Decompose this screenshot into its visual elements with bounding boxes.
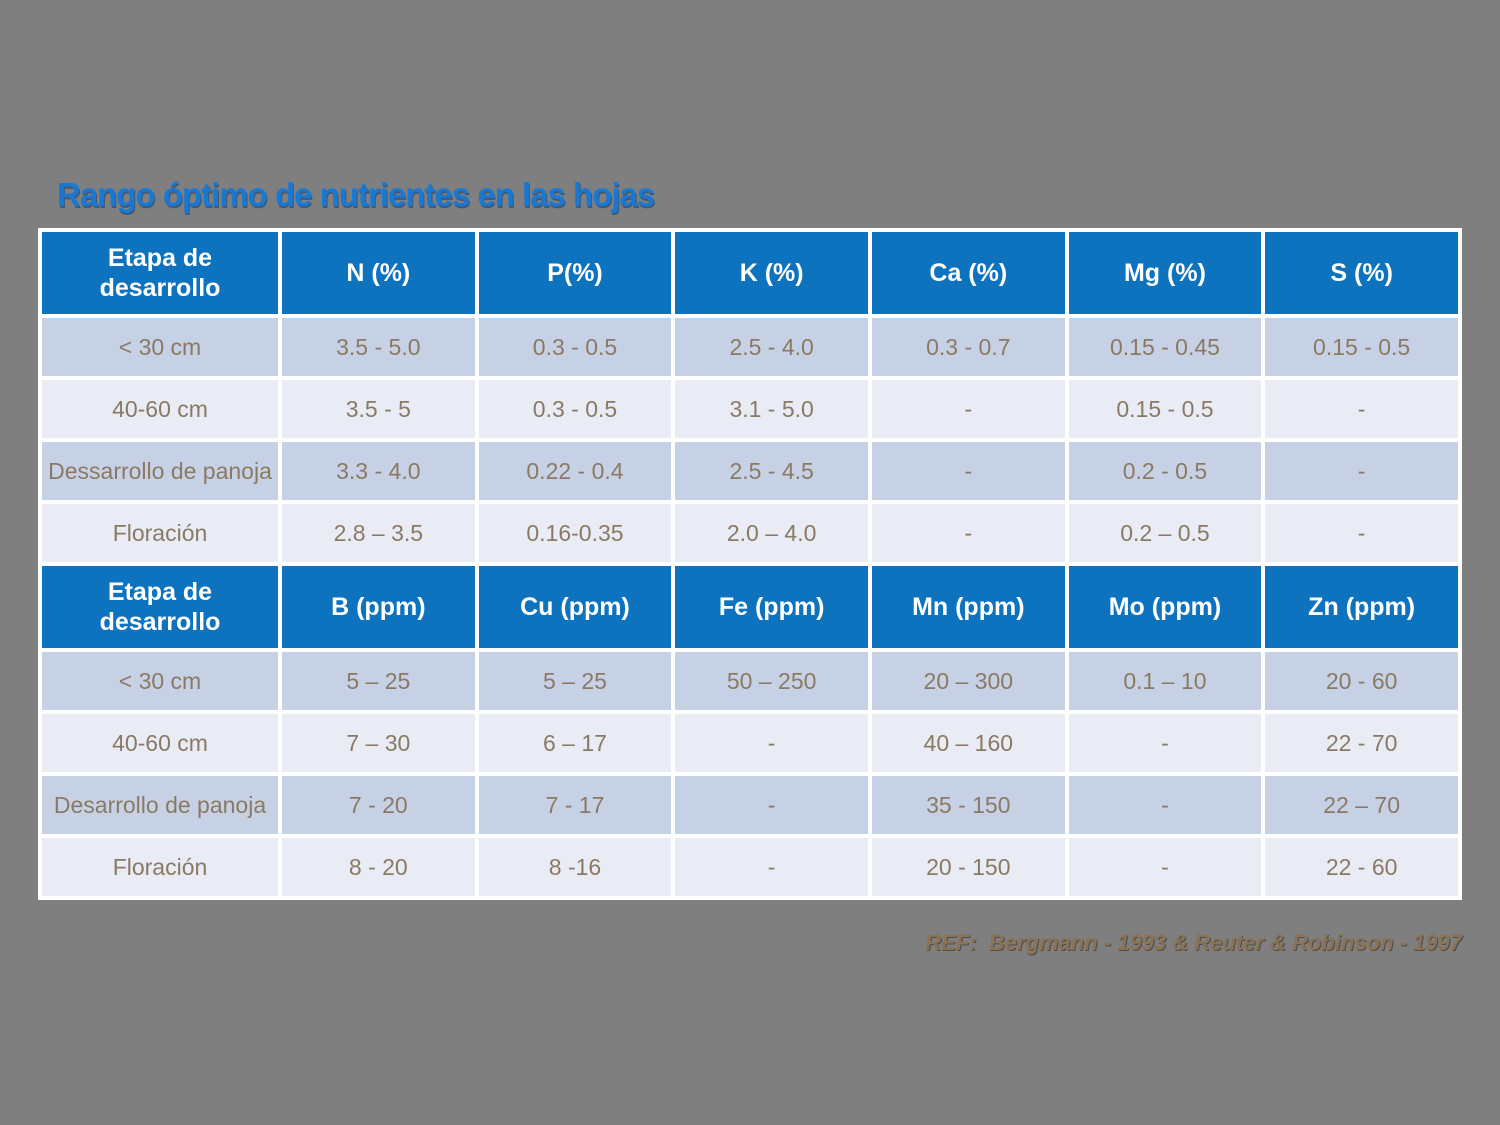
value-cell: -	[1265, 442, 1458, 500]
value-cell: -	[675, 714, 868, 772]
value-cell: 22 – 70	[1265, 776, 1458, 834]
value-cell: 35 - 150	[871, 776, 1065, 834]
value-cell: 6 – 17	[478, 714, 672, 772]
table-header-row-micronutrients-ppm: Etapa de desarrollo B (ppm) Cu (ppm) Fe (pp…	[42, 566, 1458, 648]
row-label-cell: Floración	[42, 838, 278, 896]
row-label-cell: Dessarrollo de panoja	[42, 442, 278, 500]
value-cell: -	[1068, 776, 1262, 834]
column-header: Ca (%)	[871, 232, 1065, 314]
column-header: S (%)	[1265, 232, 1458, 314]
value-cell: 3.5 - 5.0	[282, 318, 475, 376]
value-cell: 0.15 - 0.5	[1068, 380, 1262, 438]
value-cell: 7 - 20	[282, 776, 475, 834]
value-cell: 3.1 - 5.0	[675, 380, 868, 438]
table-row: Dessarrollo de panoja 3.3 - 4.0 0.22 - 0.4…	[42, 442, 1458, 500]
value-cell: 0.3 - 0.7	[871, 318, 1065, 376]
value-cell: -	[1265, 380, 1458, 438]
value-cell: -	[871, 504, 1065, 562]
value-cell: 3.3 - 4.0	[282, 442, 475, 500]
value-cell: 0.15 - 0.45	[1068, 318, 1262, 376]
column-header: Fe (ppm)	[675, 566, 868, 648]
value-cell: 2.5 - 4.5	[675, 442, 868, 500]
value-cell: 7 - 17	[478, 776, 672, 834]
column-header: P(%)	[478, 232, 672, 314]
value-cell: 2.0 – 4.0	[675, 504, 868, 562]
column-header: Etapa de desarrollo	[42, 232, 278, 314]
column-header: Etapa de desarrollo	[42, 566, 278, 648]
nutrient-ranges-table: Etapa de desarrollo N (%) P(%) K (%) Ca (%) M…	[38, 228, 1462, 900]
value-cell: -	[871, 442, 1065, 500]
value-cell: 0.3 - 0.5	[478, 380, 672, 438]
table-row: Floración 8 - 20 8 -16-20 - 150-22 - 60	[42, 838, 1458, 896]
column-header: B (ppm)	[282, 566, 475, 648]
column-header: Cu (ppm)	[478, 566, 672, 648]
value-cell: 8 -16	[478, 838, 672, 896]
value-cell: 7 – 30	[282, 714, 475, 772]
value-cell: 22 - 60	[1265, 838, 1458, 896]
value-cell: -	[871, 380, 1065, 438]
column-header: Mn (ppm)	[871, 566, 1065, 648]
row-label-cell: Desarrollo de panoja	[42, 776, 278, 834]
value-cell: 0.2 - 0.5	[1068, 442, 1262, 500]
value-cell: 20 - 60	[1265, 652, 1458, 710]
value-cell: 5 – 25	[478, 652, 672, 710]
value-cell: -	[675, 838, 868, 896]
value-cell: 40 – 160	[871, 714, 1065, 772]
value-cell: -	[1068, 838, 1262, 896]
table-row: < 30 cm 5 – 25 5 – 25 50 – 250 20 – 300 0.1 –…	[42, 652, 1458, 710]
table-row: < 30 cm 3.5 - 5.0 0.3 - 0.5 2.5 - 4.0 0.3 - …	[42, 318, 1458, 376]
row-label-cell: 40-60 cm	[42, 714, 278, 772]
value-cell: 0.1 – 10	[1068, 652, 1262, 710]
value-cell: 0.15 - 0.5	[1265, 318, 1458, 376]
page-title: Rango óptimo de nutrientes en las hojas	[57, 176, 655, 213]
table-header-row-macronutrients-percent: Etapa de desarrollo N (%) P(%) K (%) Ca (%) M…	[42, 232, 1458, 314]
value-cell: 2.8 – 3.5	[282, 504, 475, 562]
column-header: Mg (%)	[1068, 232, 1262, 314]
column-header: Zn (ppm)	[1265, 566, 1458, 648]
column-header: K (%)	[675, 232, 868, 314]
row-label-cell: Floración	[42, 504, 278, 562]
table-row: Desarrollo de panoja 7 - 20 7 - 17-35 - 15…	[42, 776, 1458, 834]
value-cell: -	[1068, 714, 1262, 772]
value-cell: -	[1265, 504, 1458, 562]
table-row: Floración 2.8 – 3.5 0.16-0.35 2.0 – 4.0-0.2…	[42, 504, 1458, 562]
table-row: 40-60 cm 3.5 - 5 0.3 - 0.5 3.1 - 5.0-0.15 -…	[42, 380, 1458, 438]
row-label-cell: < 30 cm	[42, 318, 278, 376]
reference-citation: REF: Bergmann - 1993 & Reuter & Robinson…	[925, 930, 1462, 955]
value-cell: 20 - 150	[871, 838, 1065, 896]
value-cell: 8 - 20	[282, 838, 475, 896]
nutrient-table: Etapa de desarrollo N (%) P(%) K (%) Ca (%) M…	[38, 228, 1462, 900]
value-cell: 0.2 – 0.5	[1068, 504, 1262, 562]
value-cell: 3.5 - 5	[282, 380, 475, 438]
row-label-cell: 40-60 cm	[42, 380, 278, 438]
column-header: Mo (ppm)	[1068, 566, 1262, 648]
value-cell: 5 – 25	[282, 652, 475, 710]
value-cell: 50 – 250	[675, 652, 868, 710]
value-cell: 22 - 70	[1265, 714, 1458, 772]
table-row: 40-60 cm 7 – 30 6 – 17-40 – 160-22 - 70	[42, 714, 1458, 772]
column-header: N (%)	[282, 232, 475, 314]
value-cell: 0.22 - 0.4	[478, 442, 672, 500]
value-cell: 2.5 - 4.0	[675, 318, 868, 376]
value-cell: -	[675, 776, 868, 834]
value-cell: 0.3 - 0.5	[478, 318, 672, 376]
value-cell: 20 – 300	[871, 652, 1065, 710]
value-cell: 0.16-0.35	[478, 504, 672, 562]
row-label-cell: < 30 cm	[42, 652, 278, 710]
